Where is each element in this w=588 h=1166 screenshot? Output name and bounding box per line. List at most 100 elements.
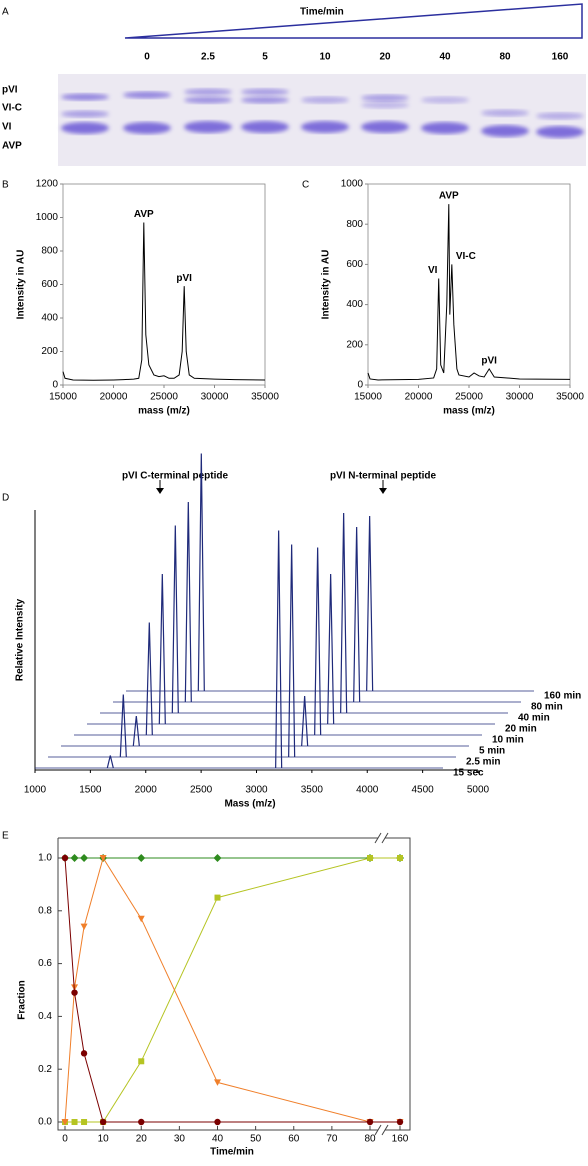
trace-label: 2.5 min [466,757,500,768]
x-tick-label: 25000 [150,392,178,403]
y-tick-label: 0.0 [38,1117,52,1128]
arrow-head [379,488,387,494]
x-tick-label: 3000 [245,785,268,796]
marker [81,1119,88,1125]
y-axis-label: Intensity in AU [16,250,27,320]
x-tick-label: 4000 [356,785,379,796]
marker [99,1118,107,1126]
peak [106,755,114,769]
gel-band [241,96,289,104]
y-tick-label: 200 [346,339,363,350]
gel-band [241,88,289,96]
trace-label: 160 min [544,691,581,702]
marker [99,855,107,862]
x-tick-label: 5000 [467,785,490,796]
panel-label: A [2,7,9,18]
lane-label: 80 [499,52,511,63]
x-tick-label: 35000 [251,392,279,403]
x-tick-label: 30000 [201,392,229,403]
marker [397,855,403,861]
x-tick-label: 25000 [455,392,483,403]
lane-label: 40 [439,52,451,63]
trace-label: 20 min [505,724,537,735]
lane-label: 0 [144,52,150,63]
y-tick-label: 0.8 [38,905,52,916]
gel-band [361,94,409,102]
arrow-head [156,488,164,494]
peak-label: pVI [481,356,497,367]
marker [80,1050,88,1057]
marker [138,1058,145,1065]
spectrum [367,204,571,381]
y-tick-label: 1.0 [38,853,52,864]
peak-label: pVI [176,273,192,284]
marker [367,855,373,861]
axis-break [381,1124,389,1136]
gel-band [184,88,232,96]
panel-label: E [2,831,9,842]
annotation: pVI C-terminal peptide [122,471,229,482]
marker [366,1118,374,1126]
panel-label: B [2,180,9,191]
lane-label: 10 [319,52,331,63]
y-tick-label: 400 [346,299,363,310]
x-tick-label: 4500 [412,785,435,796]
gel-band [61,93,109,101]
gel-band [481,109,529,117]
gel-band [184,96,232,104]
x-tick-label: 160 [392,1134,409,1145]
peak [184,501,192,703]
x-tick-label: 30 [174,1134,186,1145]
title: Time/min [300,7,344,18]
annotation: pVI N-terminal peptide [330,471,437,482]
plot-frame [57,838,378,1131]
x-tick-label: 40 [212,1134,224,1145]
spectrum [62,222,266,381]
x-tick-label: 30000 [506,392,534,403]
marker [71,1119,78,1125]
x-tick-label: 35000 [556,392,584,403]
panel-label: D [2,493,9,504]
y-tick-label: 0 [52,380,58,391]
marker [61,854,69,862]
marker [71,989,78,996]
peak [301,695,309,747]
band-label: pVI [2,85,18,96]
gel-band [123,122,171,134]
y-tick-label: 200 [41,346,58,357]
x-tick-label: 15000 [49,392,77,403]
peak [132,715,140,747]
band-label: VI [2,122,12,133]
marker [138,1118,145,1126]
marker [80,854,89,862]
peak [327,573,335,725]
peak [158,573,166,725]
y-axis-label: Intensity in AU [321,250,332,320]
trace-label: 80 min [531,702,563,713]
gel-band [184,121,232,133]
lane-label: 160 [552,52,569,63]
gel-band [361,101,409,109]
y-tick-label: 800 [346,219,363,230]
peak [145,622,153,736]
marker [214,894,221,901]
axis-break [374,832,382,844]
trace-label: 40 min [518,713,550,724]
x-tick-label: 1500 [79,785,102,796]
x-tick-label: 2500 [190,785,213,796]
peak [171,525,179,714]
x-tick-label: 20000 [100,392,128,403]
peak-label: VI-C [456,251,476,262]
y-tick-label: 600 [41,279,58,290]
peak-label: AVP [439,191,459,202]
marker [396,1118,404,1126]
plot-frame [62,183,266,386]
marker [213,854,222,862]
gel-band [241,121,289,133]
y-tick-label: 1200 [36,179,59,190]
peak [340,512,348,714]
y-tick-label: 0.6 [38,958,52,969]
lane-label: 20 [379,52,391,63]
y-tick-label: 1000 [341,179,364,190]
